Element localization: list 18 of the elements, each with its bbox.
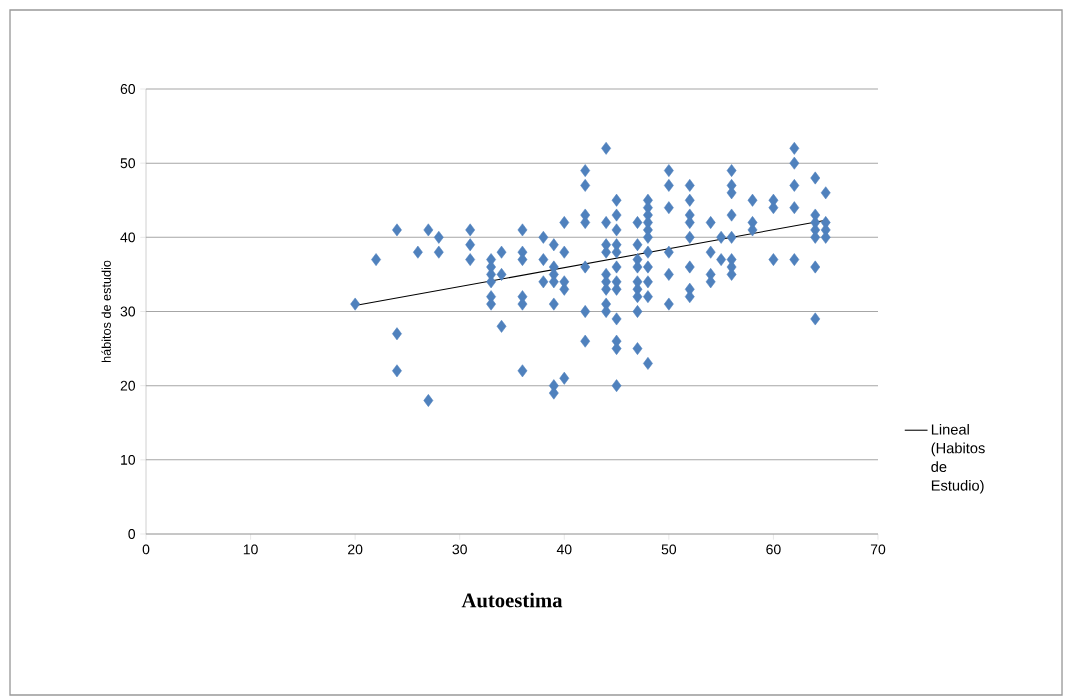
x-tick-label: 70 xyxy=(870,544,886,555)
x-axis-title: Autoestima xyxy=(461,592,563,608)
y-tick-label: 60 xyxy=(120,84,136,94)
x-tick-label: 60 xyxy=(766,544,781,555)
x-tick-label: 40 xyxy=(556,544,572,555)
y-tick-label: 40 xyxy=(120,232,136,243)
y-axis-title: hábitos de estudio xyxy=(101,260,111,363)
y-tick-label: 30 xyxy=(120,306,136,317)
y-tick-label: 10 xyxy=(121,454,136,465)
legend-label: Lineal (Habitos de Estudio) xyxy=(931,423,985,494)
y-tick-label: 0 xyxy=(128,529,136,539)
x-tick-label: 30 xyxy=(452,544,467,555)
y-tick-label: 50 xyxy=(120,158,136,169)
x-tick-label: 20 xyxy=(348,544,363,555)
x-tick-label: 0 xyxy=(142,544,150,555)
y-tick-label: 20 xyxy=(120,380,136,391)
x-tick-label: 50 xyxy=(661,544,677,555)
x-tick-label: 10 xyxy=(243,544,258,555)
